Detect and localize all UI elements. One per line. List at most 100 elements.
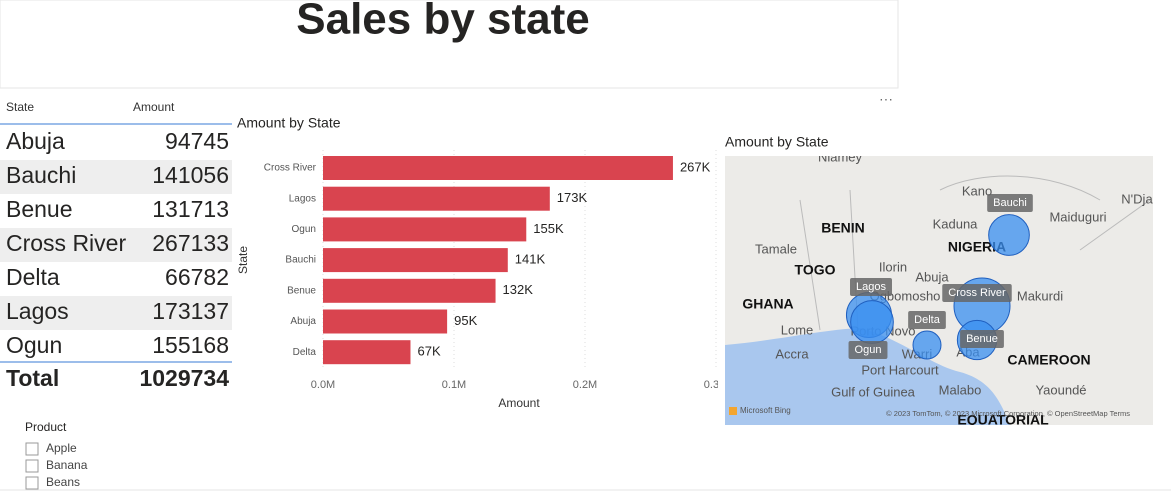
total-value: 1029734 [139,365,229,391]
slicer-item: Beans [46,475,80,489]
y-tick-label: Lagos [289,193,316,204]
data-label: 173K [557,190,588,205]
bar [323,186,550,211]
total-label: Total [6,365,59,391]
bubble-label: Cross River [948,287,1006,299]
data-label: 267K [680,159,711,174]
row-band [0,296,232,330]
page-title: Sales by state [296,0,590,44]
y-tick-label: Benue [287,285,316,296]
bar [323,340,411,365]
row-band [0,160,232,194]
bubble-label-bg [848,341,888,359]
place-label: Malabo [939,382,982,397]
bing-logo [729,407,737,415]
place-label: CAMEROON [1007,352,1090,368]
map-copyright: © 2023 TomTom, © 2023 Microsoft Corporat… [886,409,1130,418]
bar-plot: 0.0M 0.1M 0.2M 0.3M 267K 173K 155K 141K 132K 95K 6… [311,150,728,391]
bubble-label-bg [908,311,946,329]
place-label: Yaoundé [1035,382,1086,397]
bubble[interactable] [912,330,942,360]
y-tick-label: Abuja [290,316,316,327]
place-label: Niamey [818,149,863,164]
cell: Delta [6,264,60,290]
bar-title: Amount by State [237,115,341,131]
more-options[interactable]: ··· [879,91,893,107]
row-band [0,228,232,262]
x-axis-label: Amount [498,396,540,410]
cell: Bauchi [6,162,76,188]
cell: Abuja [6,128,65,154]
checkbox[interactable] [25,442,39,456]
place-label: N'Dja [1121,191,1153,206]
data-label: 95K [454,313,477,328]
place-label: BENIN [821,220,865,236]
cell: Benue [6,196,73,222]
bubble-label-bg [942,284,1012,302]
place-label: TOGO [795,262,836,278]
bubble-label-bg [960,330,1004,348]
map-title: Amount by State [725,134,829,150]
bar [323,156,673,180]
data-label: 67K [417,344,440,359]
column-header: State [6,100,34,114]
data-label: 141K [515,252,546,267]
bubble-label-bg [987,194,1033,212]
place-label: Accra [775,346,809,361]
bubble-label: Bauchi [993,197,1027,209]
y-tick-label: Ogun [292,224,316,235]
cell: 94745 [165,128,229,154]
place-label: EQUATORIAL [957,412,1049,428]
place-label: Abuja [915,269,949,284]
cell: Lagos [6,298,69,324]
bar [323,309,448,334]
slicer-item: Banana [46,458,88,472]
cell: Ogun [6,332,62,358]
bubble[interactable] [988,214,1030,256]
bar [323,248,508,273]
y-tick-label: Delta [293,347,317,358]
place-label: GHANA [742,296,793,312]
bar [323,217,527,242]
map-border [799,175,1151,331]
bubble-label: Benue [966,333,998,345]
bubble-label: Delta [914,314,941,326]
place-label: Kaduna [933,216,979,231]
place-label: Gulf of Guinea [831,384,916,399]
place-label: Makurdi [1017,288,1063,303]
title-box [0,0,899,89]
map-brand: Microsoft Bing [740,406,791,415]
place-label: Tamale [755,241,797,256]
cell: Cross River [6,230,126,256]
place-label: Ilorin [879,259,907,274]
place-label: Lome [781,322,814,337]
x-tick-label: 0.0M [311,379,335,391]
place-label: Kano [962,183,992,198]
cell: 131713 [152,196,229,222]
checkbox[interactable] [25,459,39,473]
x-tick-label: 0.2M [573,379,597,391]
place-label: Maiduguri [1049,209,1106,224]
bar [323,278,496,303]
data-label: 155K [533,221,564,236]
column-header: Amount [133,100,175,114]
cell: 141056 [152,162,229,188]
bubble-label-bg [850,278,892,296]
cell: 173137 [152,298,229,324]
cell: 66782 [165,264,229,290]
checkbox[interactable] [25,476,39,490]
y-axis-label: State [236,246,250,274]
bubble-label: Lagos [856,281,886,293]
cell: 267133 [152,230,229,256]
bubble-label: Ogun [855,344,882,356]
map-sea [725,328,1010,425]
bubble[interactable] [850,300,894,344]
x-tick-label: 0.1M [442,379,466,391]
x-tick-label: 0.3M [704,379,728,391]
cell: 155168 [152,332,229,358]
slicer-item: Apple [46,441,77,455]
slicer-title: Product [25,420,67,434]
place-label: Port Harcourt [861,362,939,377]
